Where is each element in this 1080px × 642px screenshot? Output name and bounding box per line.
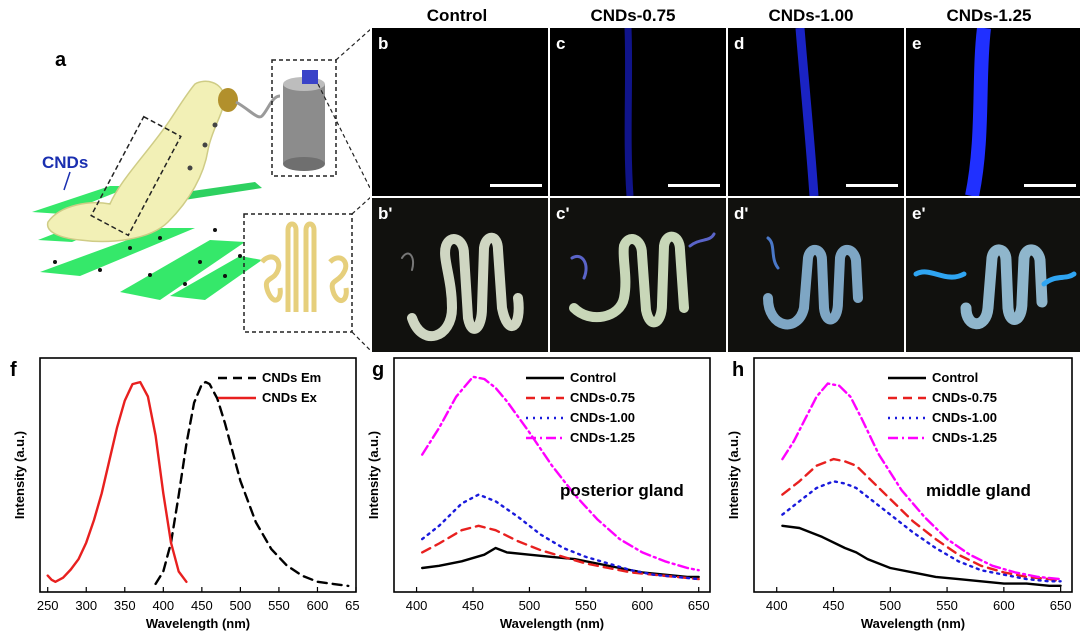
silkworm-illustration: CNDs [32, 28, 370, 350]
cnds-label: CNDs [42, 153, 88, 172]
x-tick-label: 500 [230, 598, 252, 613]
x-tick-label: 550 [936, 598, 958, 613]
chart-g: 400 450 500 550 600 650 Wavelength (nm) Intensi… [366, 357, 711, 631]
x-tick-label: 650 [345, 598, 360, 613]
scale-bar [668, 184, 720, 187]
panel-label-c: c [556, 34, 566, 53]
x-tick-label: 500 [879, 598, 901, 613]
silk-gland-drawing [260, 221, 349, 312]
panel-label-b-prime: b' [378, 204, 393, 223]
x-tick-label: 600 [307, 598, 329, 613]
x-tick-label: 450 [191, 598, 213, 613]
panel-label-e-prime: e' [912, 204, 926, 223]
panel-label-d-prime: d' [734, 204, 749, 223]
panel-label-c-prime: c' [556, 204, 570, 223]
x-tick-label: 450 [823, 598, 845, 613]
x-tick-label: 400 [406, 598, 428, 613]
gland-image-cnds-125: e' [906, 198, 1080, 352]
plot-frame [39, 357, 357, 593]
legend-label: CNDs Em [262, 370, 321, 385]
spinning-cylinder [283, 70, 325, 171]
gland-image-cnds-075: c' [550, 198, 726, 352]
panel-label-d: d [734, 34, 745, 53]
x-tick-label: 550 [575, 598, 597, 613]
series-line-cnds-0-75 [421, 524, 700, 581]
column-title-cnds-100: CNDs-1.00 [768, 6, 854, 25]
legend-label: CNDs-1.00 [932, 410, 997, 425]
panel-label-a: a [55, 49, 67, 71]
series-line-cnds-1-25 [781, 382, 1062, 581]
series-line-cnds-ex [46, 380, 188, 584]
x-tick-label: 600 [631, 598, 653, 613]
x-tick-label: 400 [152, 598, 174, 613]
silkworm [46, 80, 281, 243]
series-line-cnds-0-75 [781, 457, 1062, 583]
column-title-control: Control [426, 6, 488, 25]
x-tick-label: 450 [462, 598, 484, 613]
series-line-cnds-1-25 [421, 375, 700, 572]
legend-label: Control [570, 370, 616, 385]
chart-h: 400 450 500 550 600 650 Wavelength (nm) Intensi… [726, 357, 1073, 631]
plot-frame [753, 357, 1073, 593]
series-line-control [421, 546, 700, 579]
x-tick-label: 550 [268, 598, 290, 613]
fiber-image-cnds-075: c [550, 28, 726, 196]
scale-bar [1024, 184, 1076, 187]
panel-label-f: f [10, 359, 17, 381]
x-tick-label: 650 [1050, 598, 1072, 613]
fiber-image-control: b [372, 28, 548, 196]
x-tick-label: 500 [519, 598, 541, 613]
panel-label-g: g [372, 359, 384, 381]
gland-image-cnds-100: d' [728, 198, 904, 352]
panel-label-e: e [912, 34, 922, 53]
legend-label: CNDs-1.00 [570, 410, 635, 425]
gland-image-control: b' [372, 198, 548, 352]
y-axis-label: Intensity (a.u.) [12, 431, 27, 519]
series-line-cnds-em [154, 380, 350, 588]
scale-bar [846, 184, 898, 187]
plot-frame [393, 357, 711, 593]
fiber-image-cnds-100: d [728, 28, 904, 196]
chart-f: 250 300 350 400 450 500 550 600 650 Wavelength (n… [10, 357, 360, 631]
fiber-image-cnds-125: e [906, 28, 1080, 196]
y-axis-label: Intensity (a.u.) [726, 431, 741, 519]
x-tick-label: 600 [993, 598, 1015, 613]
scale-bar [490, 184, 542, 187]
panel-label-b: b [378, 34, 389, 53]
gland-annotation: middle gland [926, 481, 1031, 500]
x-tick-label: 400 [766, 598, 788, 613]
column-title-cnds-125: CNDs-1.25 [946, 6, 1032, 25]
legend-label: CNDs-1.25 [570, 430, 635, 445]
x-tick-label: 300 [75, 598, 97, 613]
x-axis-label: Wavelength (nm) [861, 616, 965, 631]
x-tick-label: 350 [114, 598, 136, 613]
legend-label: CNDs Ex [262, 390, 318, 405]
series-line-cnds-1-00 [421, 493, 700, 581]
legend-label: CNDs-0.75 [570, 390, 635, 405]
x-tick-label: 250 [37, 598, 59, 613]
series-line-control [781, 524, 1062, 588]
y-axis-label: Intensity (a.u.) [366, 431, 381, 519]
x-axis-label: Wavelength (nm) [146, 616, 250, 631]
legend-label: CNDs-1.25 [932, 430, 997, 445]
series-line-cnds-1-00 [781, 480, 1062, 583]
column-title-cnds-075: CNDs-0.75 [590, 6, 676, 25]
legend-label: Control [932, 370, 978, 385]
x-tick-label: 650 [688, 598, 710, 613]
panel-label-h: h [732, 359, 744, 381]
gland-annotation: posterior gland [560, 481, 684, 500]
x-axis-label: Wavelength (nm) [500, 616, 604, 631]
legend-label: CNDs-0.75 [932, 390, 997, 405]
